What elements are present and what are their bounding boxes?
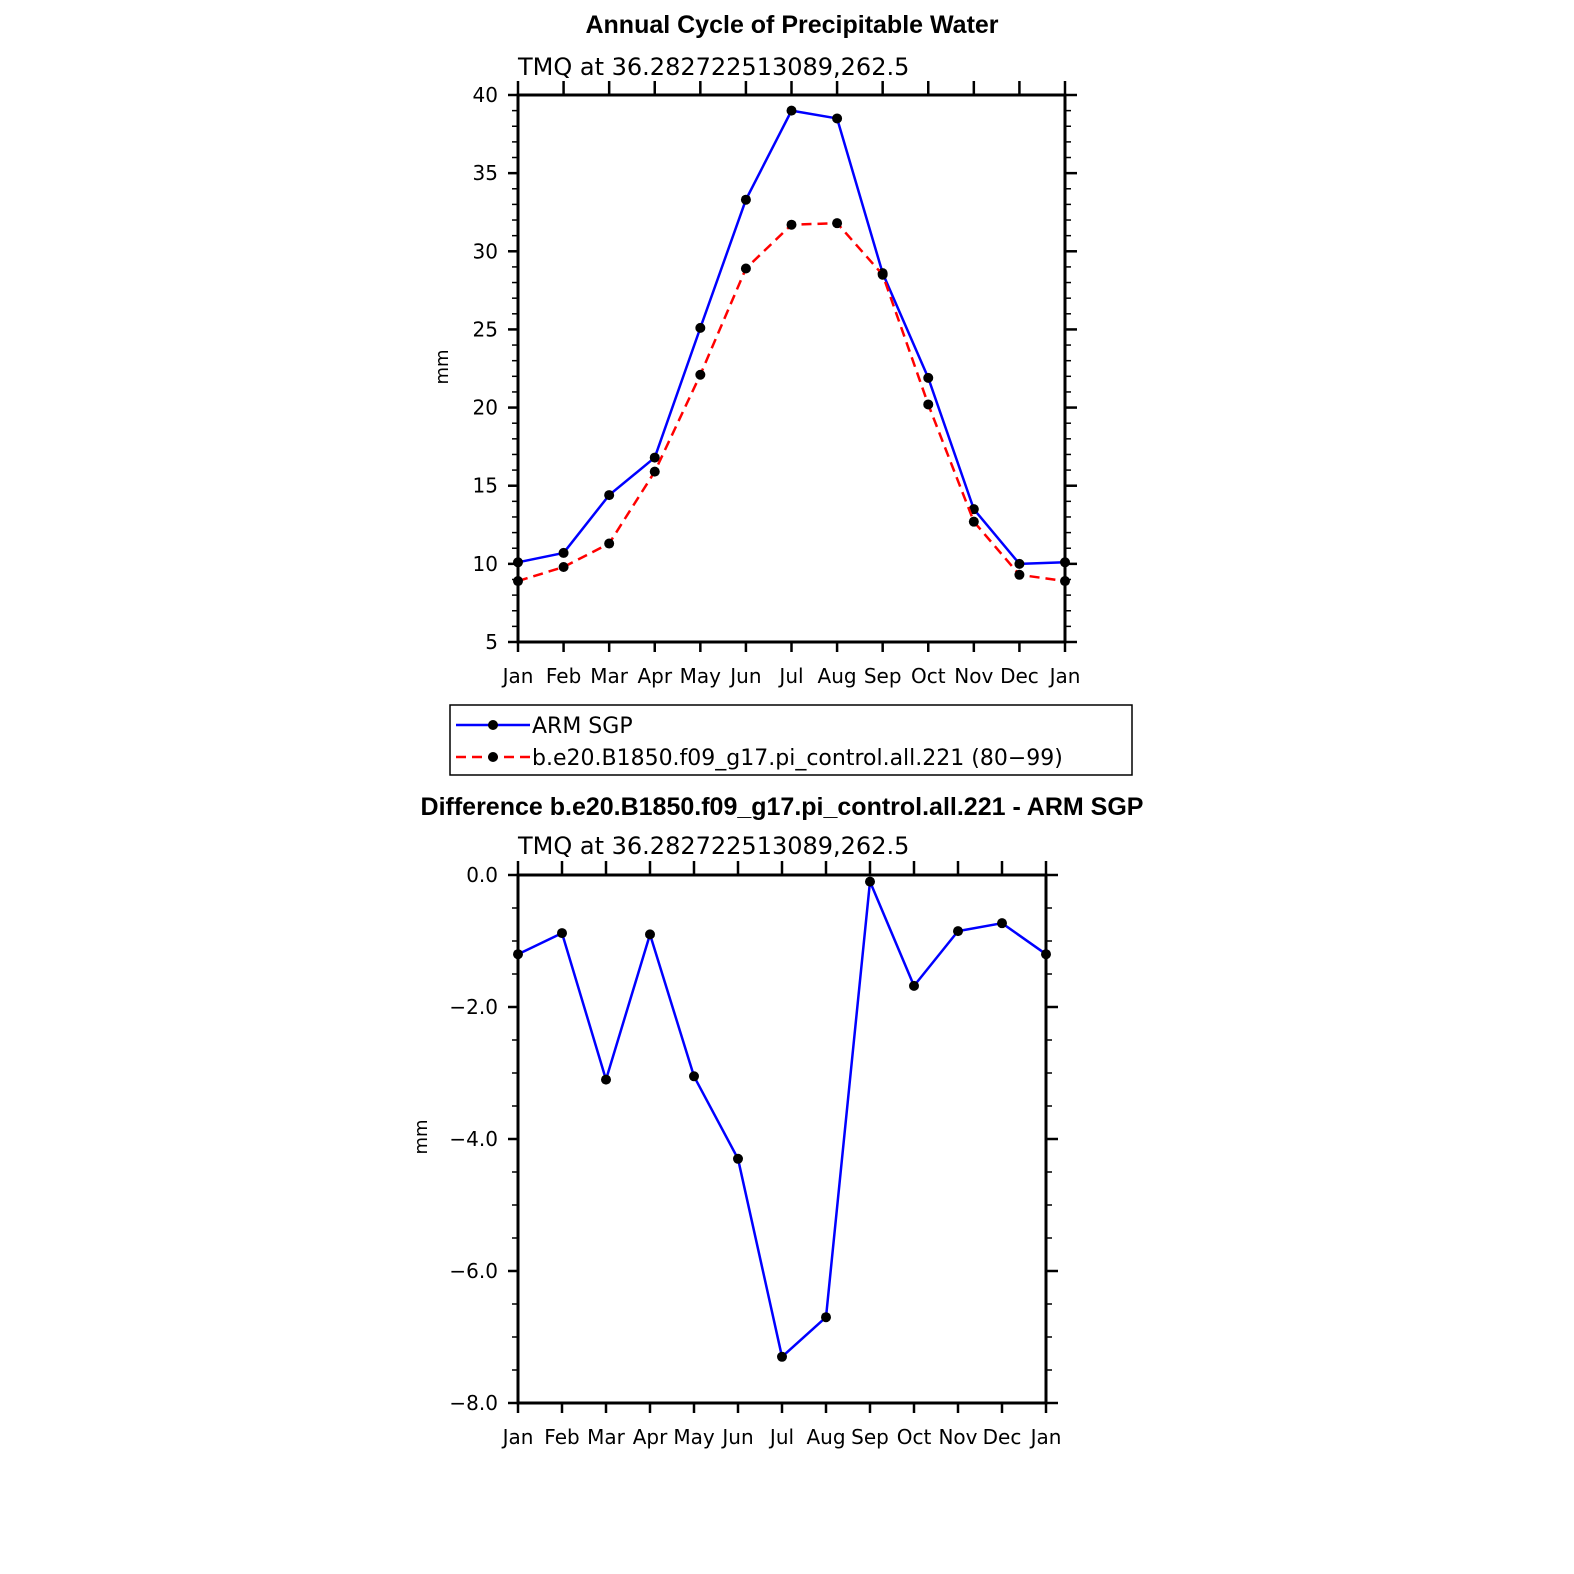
x-tick-label: Dec — [983, 1425, 1022, 1449]
legend-label-model: b.e20.B1850.f09_g17.pi_control.all.221 (… — [532, 746, 1063, 771]
series-0-point — [997, 918, 1007, 929]
x-tick-label: Oct — [897, 1425, 932, 1449]
x-tick-label: Jun — [728, 664, 761, 688]
series-0-point — [689, 1071, 699, 1082]
series-0-point — [1014, 558, 1025, 569]
series-0-point — [821, 1312, 831, 1323]
y-tick-label: 5 — [485, 630, 498, 654]
x-tick-label: Feb — [546, 664, 581, 688]
annual-cycle-chart: Annual Cycle of Precipitable Water TMQ a… — [432, 11, 1080, 688]
difference-chart: Difference b.e20.B1850.f09_g17.pi_contro… — [411, 793, 1143, 1449]
series-1-point — [923, 399, 934, 410]
y-tick-label: −8.0 — [449, 1391, 498, 1415]
x-tick-label: Sep — [851, 1425, 889, 1449]
series-1-point — [649, 466, 660, 477]
bottom-chart-subtitle: TMQ at 36.282722513089,262.5 — [517, 832, 909, 860]
x-tick-label: Oct — [911, 664, 946, 688]
series-1-point — [786, 219, 797, 230]
x-tick-label: Jun — [720, 1425, 753, 1449]
series-0-point — [865, 876, 875, 887]
series-1-point — [604, 538, 615, 549]
series-line-0 — [517, 109, 1066, 566]
series-0-point — [645, 929, 655, 940]
x-tick-label: Nov — [954, 664, 993, 688]
x-tick-label: Nov — [938, 1425, 977, 1449]
top-plot-frame — [516, 93, 1067, 644]
series-0-point — [909, 980, 919, 991]
y-tick-label: −4.0 — [449, 1127, 498, 1151]
bottom-y-axis-label: mm — [411, 1119, 432, 1154]
y-tick-label: −2.0 — [449, 995, 498, 1019]
x-tick-label: Sep — [864, 664, 902, 688]
legend-box — [449, 704, 1133, 776]
series-line-0 — [517, 880, 1047, 1359]
series-1-point — [558, 561, 569, 572]
top-chart-title: Annual Cycle of Precipitable Water — [585, 11, 998, 39]
y-tick-label: 15 — [473, 474, 498, 498]
series-1-point — [1014, 569, 1025, 580]
series-0-point — [786, 105, 797, 116]
x-tick-label: Jul — [768, 1425, 794, 1449]
series-0-point — [968, 504, 979, 515]
x-tick-label: Apr — [633, 1425, 668, 1449]
series-0-point — [832, 113, 843, 124]
x-tick-label: Dec — [1000, 664, 1039, 688]
x-tick-label: Apr — [637, 664, 672, 688]
top-chart-subtitle: TMQ at 36.282722513089,262.5 — [517, 53, 909, 81]
series-0-point — [557, 928, 567, 939]
series-0-point — [733, 1153, 743, 1164]
x-tick-label: Feb — [544, 1425, 579, 1449]
x-tick-label: Jan — [1048, 664, 1081, 688]
bottom-plot-frame — [516, 873, 1048, 1405]
series-0-point — [953, 926, 963, 937]
series-1-point — [740, 263, 751, 274]
series-0-point — [604, 490, 615, 501]
series-0-point — [649, 452, 660, 463]
y-tick-label: 10 — [473, 552, 498, 576]
legend: ARM SGP b.e20.B1850.f09_g17.pi_control.a… — [449, 704, 1133, 776]
series-0-point — [740, 194, 751, 205]
x-tick-label: Aug — [806, 1425, 845, 1449]
bottom-chart-title: Difference b.e20.B1850.f09_g17.pi_contro… — [421, 793, 1144, 821]
y-tick-label: 25 — [473, 317, 498, 341]
x-tick-label: Jan — [501, 664, 534, 688]
x-tick-label: Mar — [590, 664, 629, 688]
series-0-point — [601, 1074, 611, 1085]
top-plot-area: Jan Feb Mar Apr May Jun Jul Aug Sep Oct Nov Dec Jan5… — [473, 81, 1081, 688]
y-tick-label: 30 — [473, 239, 498, 263]
series-1-point — [832, 218, 843, 229]
legend-label-arm: ARM SGP — [532, 714, 633, 739]
series-line-1 — [517, 221, 1066, 583]
x-tick-label: May — [673, 1425, 715, 1449]
series-0-point — [923, 372, 934, 383]
top-y-axis-label: mm — [432, 349, 453, 384]
x-tick-label: Aug — [818, 664, 857, 688]
series-1-point — [877, 269, 888, 280]
series-0-point — [695, 322, 706, 333]
y-tick-label: 35 — [473, 161, 498, 185]
legend-marker-model — [488, 752, 498, 762]
x-tick-label: Jul — [777, 664, 803, 688]
x-tick-label: Jan — [501, 1425, 534, 1449]
series-1-point — [968, 516, 979, 527]
y-tick-label: 40 — [473, 83, 498, 107]
bottom-plot-area: Jan Feb Mar Apr May Jun Jul Aug Sep Oct Nov Dec Jan−… — [449, 861, 1061, 1449]
series-0-point — [558, 547, 569, 558]
x-tick-label: May — [680, 664, 722, 688]
legend-marker-arm — [488, 720, 498, 730]
x-tick-label: Mar — [587, 1425, 626, 1449]
y-tick-label: −6.0 — [449, 1259, 498, 1283]
series-0-point — [777, 1351, 787, 1362]
y-tick-label: 20 — [473, 396, 498, 420]
series-1-point — [695, 369, 706, 380]
x-tick-label: Jan — [1029, 1425, 1062, 1449]
y-tick-label: 0.0 — [466, 863, 498, 887]
